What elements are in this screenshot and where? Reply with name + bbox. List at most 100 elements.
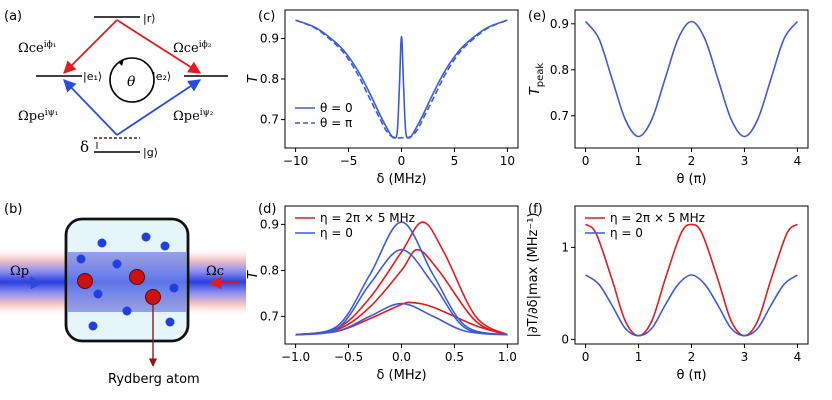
x-tick-label: 0 (582, 154, 590, 168)
x-tick-label: 3 (741, 350, 749, 364)
x-axis-label: θ (π) (676, 172, 706, 187)
y-axis-label: T (246, 270, 261, 279)
series-line-d-2 (295, 301, 508, 336)
level-r-label: |r⟩ (143, 12, 156, 25)
x-tick-label: 10 (500, 154, 515, 168)
panel-e: (e) 0 1 2 3 4 0.7 0.8 0.9 θ (π) Tpeak (528, 9, 809, 187)
panel-d: (d) −1.0 −0.5 0.0 0.5 1.0 0.7 0.8 0.9 δ (MHz) Tη … (246, 202, 519, 383)
detuning-symbol: δ (80, 138, 89, 156)
x-tick-label: 1.0 (498, 350, 517, 364)
loop-circle (109, 57, 155, 103)
level-e1-label: |e₁⟩ (83, 70, 102, 83)
y-axis-label: Tpeak (528, 63, 546, 96)
probe-arrow-1 (63, 79, 118, 136)
atom (97, 238, 107, 248)
series-line-e-0 (584, 20, 799, 138)
atom (169, 283, 179, 293)
atom (88, 321, 98, 331)
level-e2-label: |e₂⟩ (152, 70, 171, 83)
series-line-d-1 (295, 248, 508, 336)
series-line-f-1 (585, 274, 798, 337)
x-axis-label: δ (MHz) (376, 172, 426, 187)
x-tick-label: 0.5 (445, 350, 464, 364)
legend-entry: θ = 0 (320, 101, 353, 115)
atom (141, 232, 151, 242)
axes-frame-e (574, 9, 809, 149)
x-tick-label: 2 (688, 350, 696, 364)
x-tick-label: −1.0 (281, 350, 310, 364)
legend-entry: η = 2π × 5 MHz (320, 211, 415, 225)
panel-e-label: (e) (528, 9, 546, 24)
series-line-d-4 (295, 248, 508, 336)
ground-atoms (76, 232, 179, 331)
y-tick-label: 0.9 (550, 17, 569, 31)
y-tick-label: 0.7 (260, 113, 279, 127)
x-tick-label: 1 (635, 350, 643, 364)
atom (122, 306, 132, 316)
series-line-d-3 (295, 221, 508, 336)
x-tick-label: 0.0 (392, 350, 411, 364)
coupling-arrow-2 (116, 19, 202, 74)
probe-label-2: Ωpeiψ₂ (173, 108, 214, 124)
y-tick-label: 0.8 (260, 72, 279, 86)
series-line-c-1 (295, 19, 508, 139)
atom (112, 259, 122, 269)
y-tick-label: 1 (561, 240, 569, 254)
coupling-label-1: Ωceiϕ₁ (18, 40, 56, 56)
rydberg-atoms (77, 269, 161, 305)
panel-a: (a) |r⟩ |e₁⟩ |e₂⟩ |g⟩ δ θ Ωceiϕ₁ Ωceiϕ₂ … (4, 9, 228, 159)
rydberg-atom (145, 289, 161, 305)
y-axis-label: T (246, 74, 261, 83)
x-tick-label: 1 (635, 154, 643, 168)
x-tick-label: 0 (582, 350, 590, 364)
series-line-d-5 (295, 302, 508, 336)
level-g-label: |g⟩ (143, 146, 158, 159)
y-tick-label: 0.9 (260, 217, 279, 231)
vapor-cell (64, 217, 190, 343)
panel-c-label: (c) (258, 9, 275, 24)
coupling-beam-label: Ωc (206, 264, 224, 279)
panel-b-label: (b) (4, 202, 22, 217)
x-axis-label: θ (π) (676, 368, 706, 383)
panel-c: (c) −10 −5 0 5 10 0.7 0.8 0.9 δ (MHz) Tθ = 0θ = π (246, 9, 519, 187)
y-tick-label: 0.8 (260, 263, 279, 277)
legend-entry: θ = π (320, 116, 352, 130)
legend-entry: η = 0 (610, 226, 643, 240)
atom (76, 254, 86, 264)
x-axis-label: δ (MHz) (376, 368, 426, 383)
x-tick-label: 4 (794, 154, 802, 168)
probe-label-1: Ωpeiψ₁ (18, 108, 58, 124)
x-tick-label: −10 (283, 154, 308, 168)
rydberg-atom-label: Rydberg atom (108, 372, 200, 387)
panel-d-label: (d) (258, 202, 276, 217)
panel-b: (b) Ωp Ωc Rydberg atom (0, 202, 246, 387)
coupling-arrow-1 (63, 19, 118, 74)
loop-arrowhead (119, 59, 124, 66)
coupling-label-2: Ωceiϕ₂ (173, 40, 212, 56)
loop-symbol: θ (127, 74, 136, 90)
x-tick-label: 3 (741, 154, 749, 168)
atom (93, 289, 103, 299)
rydberg-atom (129, 269, 145, 285)
panel-a-label: (a) (4, 9, 22, 24)
x-tick-label: −5 (340, 154, 358, 168)
panel-f: (f) 0 1 2 3 4 0 1 θ (π) |∂T/∂δ|max (MHz⁻¹) η = 2π… (526, 202, 809, 383)
y-tick-label: 0.7 (550, 109, 569, 123)
x-tick-label: 4 (794, 350, 802, 364)
probe-beam-label: Ωp (10, 264, 29, 279)
y-axis-label: |∂T/∂δ|max (MHz⁻¹) (526, 213, 541, 338)
atom (160, 241, 170, 251)
x-tick-label: 2 (688, 154, 696, 168)
legend-entry: η = 2π × 5 MHz (610, 211, 705, 225)
legend-entry: η = 0 (320, 226, 353, 240)
probe-arrow-2 (116, 79, 202, 136)
series-line-f-0 (585, 223, 798, 337)
y-tick-label: 0.9 (260, 31, 279, 45)
x-tick-label: −0.5 (334, 350, 363, 364)
y-tick-label: 0 (561, 332, 569, 346)
y-tick-label: 0.8 (550, 63, 569, 77)
panel-f-label: (f) (528, 202, 543, 217)
x-tick-label: 5 (451, 154, 459, 168)
rydberg-atom (77, 273, 93, 289)
